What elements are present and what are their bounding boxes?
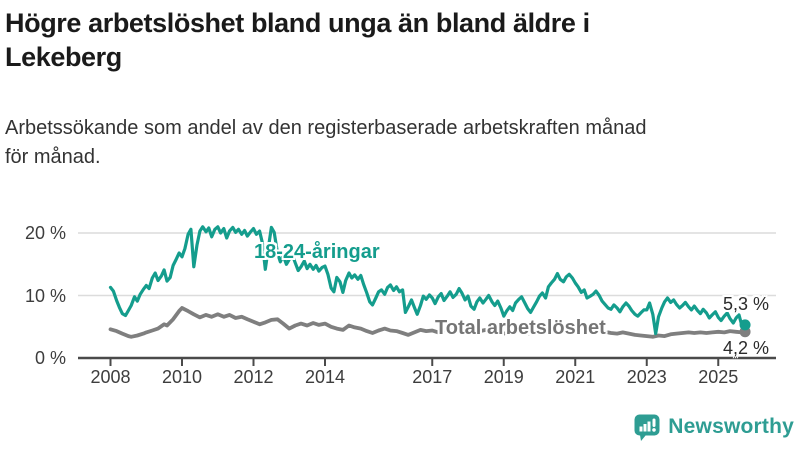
newsworthy-logo-text: Newsworthy [668,415,794,438]
series-total-line [108,306,747,339]
series-label-youth: 18-24-åringar [254,241,380,263]
value-label-total: 4,2 % [722,338,769,358]
x-axis-tick-label: 2014 [304,367,346,387]
page-title-line1: Högre arbetslöshet bland unga än bland ä… [5,8,590,38]
series-label-total: Total arbetslöshet [435,317,606,339]
page-title-line2: Lekeberg [5,42,122,72]
x-axis-tick-label: 2019 [483,367,524,387]
chart-subtitle-line2: för månad. [5,146,101,168]
y-axis-tick-label: 0 % [34,348,66,368]
newsworthy-speech-bubble-bar-chart-icon [633,413,661,441]
x-axis-tick-label: 2023 [626,367,667,387]
series-youth-line [108,225,747,336]
chart-subtitle: Arbetssökande som andel av den registerb… [5,114,765,172]
y-axis-tick-label: 20 % [24,223,66,243]
x-axis-tick-label: 2021 [555,367,596,387]
value-label-youth: 5,3 % [722,294,769,314]
x-axis-tick-label: 2012 [233,367,274,387]
x-axis-tick-label: 2008 [90,367,131,387]
page-title: Högre arbetslöshet bland unga än bland ä… [5,6,745,74]
x-axis-tick-label: 2017 [412,367,453,387]
series-youth-end-dot [739,319,751,331]
x-axis-tick-label: 2010 [161,367,203,387]
x-axis-tick-label: 2025 [698,367,739,387]
y-axis-tick-label: 10 % [24,285,66,306]
chart-subtitle-line1: Arbetssökande som andel av den registerb… [5,117,647,139]
newsworthy-logo[interactable]: Newsworthy [633,413,794,441]
